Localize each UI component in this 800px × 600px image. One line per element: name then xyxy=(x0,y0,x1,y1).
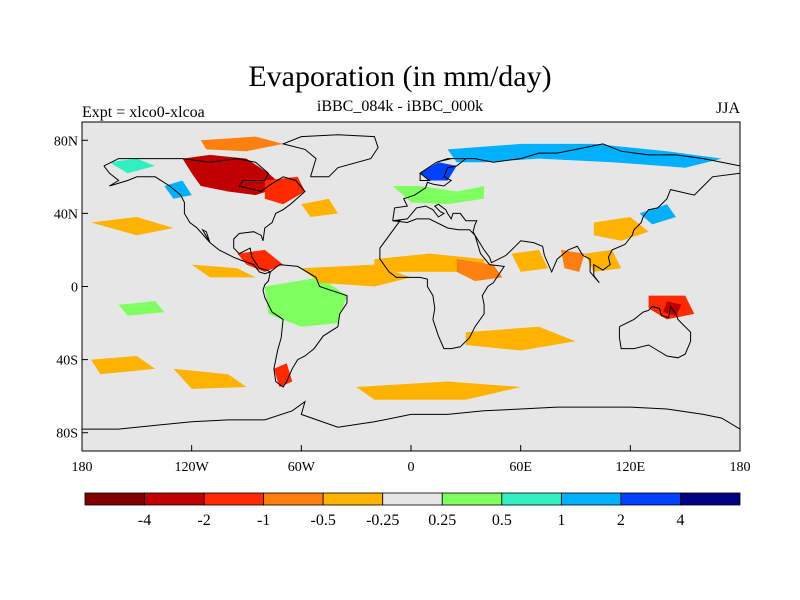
colorbar-swatch xyxy=(322,492,384,506)
colorbar-swatch xyxy=(680,492,741,506)
anomaly-south-ocean-2 xyxy=(173,368,247,389)
map-background xyxy=(82,122,740,451)
case-label: iBBC_084k - iBBC_000k xyxy=(316,98,484,115)
anomaly-arabian-sea xyxy=(511,249,549,272)
coastline-antarctica xyxy=(82,400,740,430)
y-tick-label: 0 xyxy=(71,281,78,296)
y-tick-label: 80N xyxy=(54,134,78,149)
y-tick-label: 40N xyxy=(54,207,78,222)
y-tick-label: 40S xyxy=(56,354,78,369)
x-tick-label: 60W xyxy=(288,460,316,475)
colorbar-swatch xyxy=(382,492,443,506)
y-axis: 80N 40N 0 40S 80S xyxy=(54,134,88,442)
colorbar-label: -0.5 xyxy=(311,512,336,529)
colorbar-swatch xyxy=(441,492,503,506)
x-tick-label: 60E xyxy=(509,460,532,475)
anomaly-bay-bengal xyxy=(560,249,585,272)
x-tick-label: 180 xyxy=(72,460,93,475)
colorbar-label: 0.25 xyxy=(428,512,456,529)
colorbar-label: 0.5 xyxy=(492,512,512,529)
colorbar-swatch xyxy=(144,492,205,506)
x-tick-label: 120E xyxy=(616,460,646,475)
colorbar-label: -1 xyxy=(257,512,270,529)
colorbar-swatch xyxy=(203,492,265,506)
anomaly-bc-pos xyxy=(164,180,192,199)
anomaly-trop-atl xyxy=(301,264,411,287)
anomaly-siberia-pos xyxy=(447,143,722,168)
anomaly-layer xyxy=(91,136,722,400)
experiment-label: Expt = xlco0-xlcoa xyxy=(82,104,205,121)
anomaly-alaska-pos xyxy=(109,158,156,174)
coastline-north-america xyxy=(103,158,306,275)
y-tick-label: 80S xyxy=(56,427,78,442)
anomaly-china-orange xyxy=(593,217,649,241)
colorbar-label: -0.25 xyxy=(366,512,399,529)
colorbar-label: 2 xyxy=(617,512,625,529)
colorbar-swatch xyxy=(263,492,324,506)
x-tick-label: 0 xyxy=(408,460,415,475)
season-label: JJA xyxy=(715,100,740,117)
x-tick-label: 180 xyxy=(730,460,751,475)
coastline-eurasia-north xyxy=(392,143,740,284)
anomaly-north-atlantic xyxy=(301,198,338,217)
colorbar-label: 1 xyxy=(557,512,565,529)
anomaly-amazon-green xyxy=(264,277,347,327)
anomaly-canada-east xyxy=(264,176,305,205)
anomaly-south-pac xyxy=(91,356,156,375)
anomaly-north-africa xyxy=(374,253,485,272)
colorbar: -4 -2 -1 -0.5 -0.25 0.25 0.5 1 2 4 xyxy=(84,492,741,529)
colorbar-label: 4 xyxy=(676,512,684,529)
anomaly-eq-pac-pos xyxy=(118,301,165,316)
anomaly-nepac-orange xyxy=(91,217,174,236)
anomaly-japan-blue xyxy=(639,204,676,225)
x-axis: 180 120W 60W 0 60E 120E 180 xyxy=(72,445,751,475)
coastline-south-america xyxy=(262,264,348,388)
colorbar-swatch xyxy=(84,492,145,506)
map-title: Evaporation (in mm/day) xyxy=(248,60,552,93)
colorbar-swatch xyxy=(501,492,562,506)
anomaly-south-indian xyxy=(465,326,576,351)
coastline-greenland xyxy=(281,134,379,178)
colorbar-swatch xyxy=(560,492,622,506)
anomaly-canada-neg xyxy=(182,154,284,196)
colorbar-swatch xyxy=(620,492,681,506)
colorbar-label: -4 xyxy=(138,512,151,529)
coastline-europe-africa-asia xyxy=(379,218,506,350)
anomaly-central-am xyxy=(237,249,284,272)
anomaly-scandinavia xyxy=(420,162,457,181)
coastline-australia xyxy=(618,305,692,359)
anomaly-arctic-canada xyxy=(200,136,284,152)
coastline-layer xyxy=(82,134,740,430)
anomaly-south-ocean-1 xyxy=(356,381,521,400)
anomaly-epac-orange xyxy=(191,264,256,278)
x-tick-label: 120W xyxy=(175,460,210,475)
colorbar-label: -2 xyxy=(197,512,210,529)
anomaly-europe-green xyxy=(392,186,485,205)
anomaly-patagonia xyxy=(273,363,293,387)
